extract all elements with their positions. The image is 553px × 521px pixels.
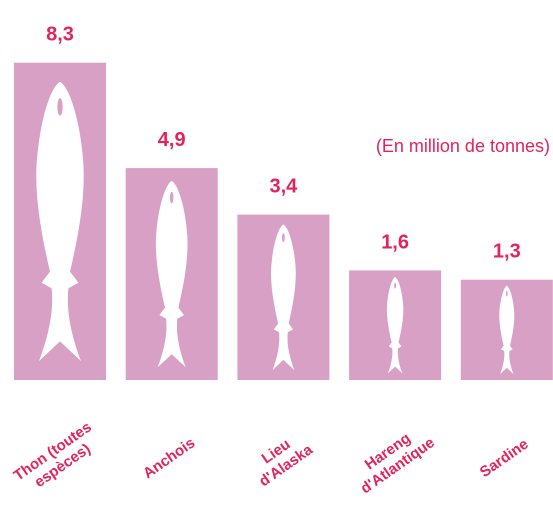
fish-eye <box>170 192 174 204</box>
x-tick-label: Harengd'Atlantique <box>348 420 438 497</box>
chart: (En million de tonnes) 8,3 Thon (touteses… <box>0 0 553 521</box>
value-label: 8,3 <box>46 24 74 46</box>
fish-eye <box>57 98 62 116</box>
fish-eye <box>506 291 508 297</box>
value-label: 1,3 <box>493 241 521 263</box>
value-label: 4,9 <box>158 129 186 151</box>
x-tick-label: Thon (toutesespèces) <box>11 419 105 499</box>
chart-subtitle: (En million de tonnes) <box>376 136 550 156</box>
x-tick-label: Anchois <box>140 434 198 482</box>
fish-eye <box>282 233 285 242</box>
x-tick-label: Sardine <box>477 436 532 481</box>
value-label: 3,4 <box>269 176 298 198</box>
value-label: 1,6 <box>381 231 409 253</box>
fish-eye <box>394 283 396 289</box>
x-tick-label: Lieud'Alaska <box>246 427 316 490</box>
